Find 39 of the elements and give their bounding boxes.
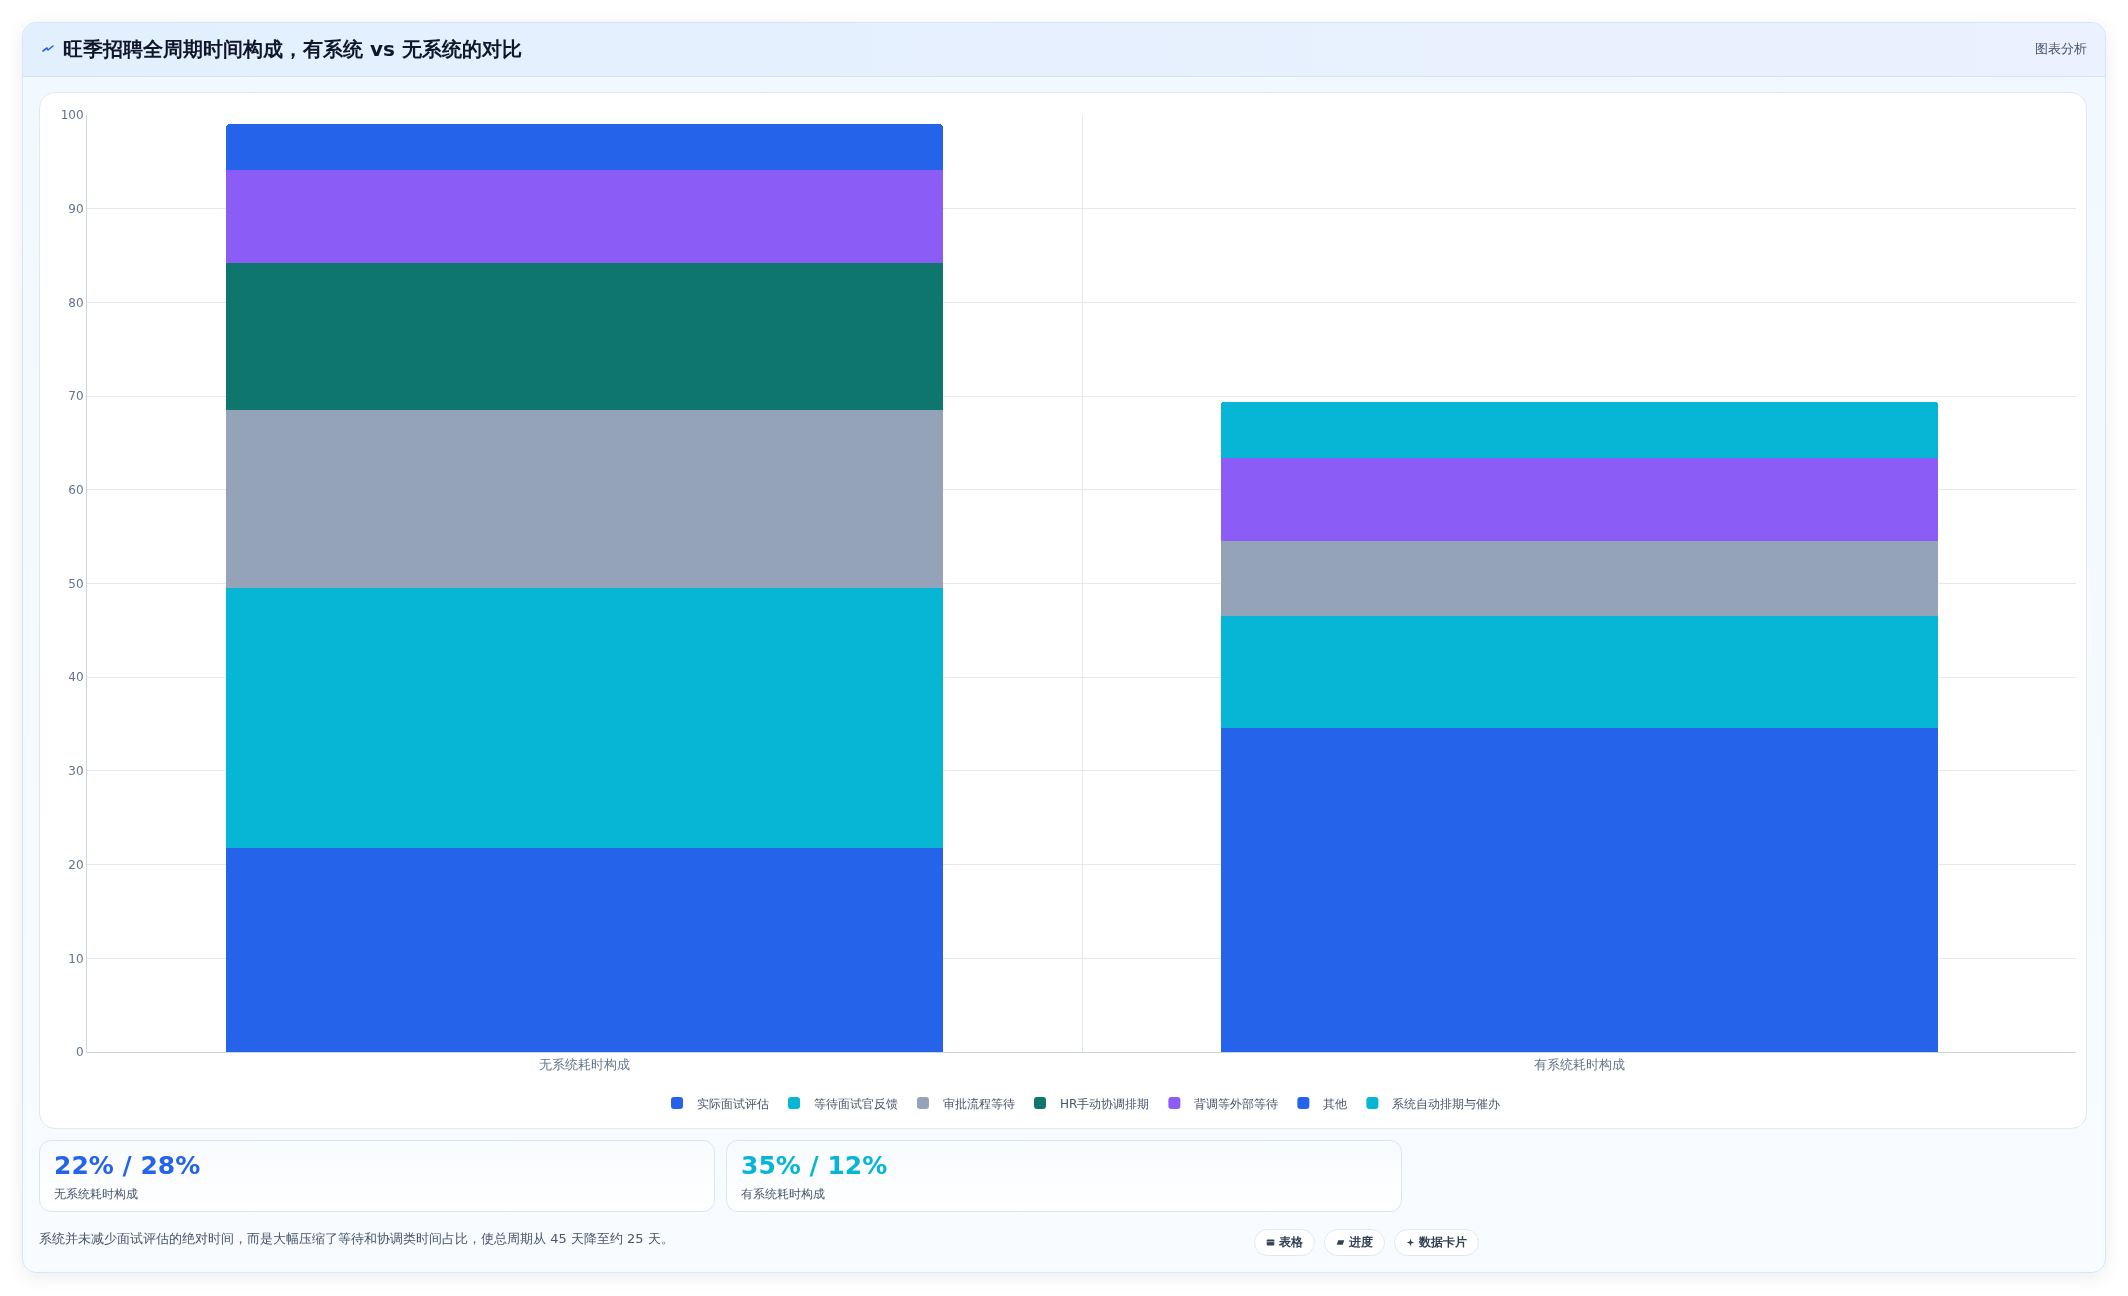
chart-title: 旺季招聘全周期时间构成，有系统 vs 无系统的对比: [63, 36, 522, 63]
bar: [226, 263, 943, 411]
text: 进度: [1349, 1234, 1373, 1251]
text: 图表分析: [2035, 40, 2087, 58]
text: 有系统耗时构成: [741, 1186, 825, 1203]
y-tick-label: 90: [68, 201, 84, 216]
y-tick-label: 30: [68, 764, 84, 779]
legend-label: 实际面试评估: [697, 1096, 769, 1111]
bar: [226, 588, 943, 848]
text: 系统并未减少面试评估的绝对时间，而是大幅压缩了等待和协调类时间占比，使总周期从 45 天降至约 25 天。: [39, 1230, 674, 1248]
bar: [1221, 401, 1938, 458]
y-tick-label: 100: [60, 108, 84, 123]
text: 22% / 28%: [54, 1151, 201, 1180]
legend-label: HR手动协调排期: [1060, 1096, 1150, 1111]
y-tick-label: 10: [68, 951, 84, 966]
y-tick-label: 60: [68, 483, 84, 497]
y-tick-label: 70: [68, 389, 84, 404]
legend-label: 审批流程等待: [943, 1096, 1015, 1111]
bar: [226, 410, 943, 589]
bar: [1221, 616, 1938, 728]
text: 35% / 12%: [741, 1151, 888, 1180]
y-tick-label: 0: [75, 1045, 84, 1060]
bar: [226, 170, 943, 264]
text: 数据卡片: [1419, 1234, 1467, 1251]
text: 无系统耗时构成: [54, 1186, 138, 1203]
y-tick-label: 80: [68, 295, 84, 310]
legend-label: 背调等外部等待: [1194, 1096, 1279, 1111]
bar: [226, 847, 943, 1052]
bar: [1221, 541, 1938, 617]
y-tick-label: 50: [68, 576, 84, 591]
legend-label: 其他: [1323, 1096, 1348, 1111]
bar: [226, 124, 943, 171]
bar: [1221, 727, 1938, 1052]
text: 表格: [1279, 1234, 1303, 1251]
y-tick-label: 40: [68, 670, 84, 685]
legend-label: 等待面试官反馈: [814, 1096, 898, 1111]
legend-label: 系统自动排期与催办: [1392, 1096, 1501, 1111]
y-tick-label: 20: [68, 857, 84, 872]
bar: [1221, 457, 1938, 542]
